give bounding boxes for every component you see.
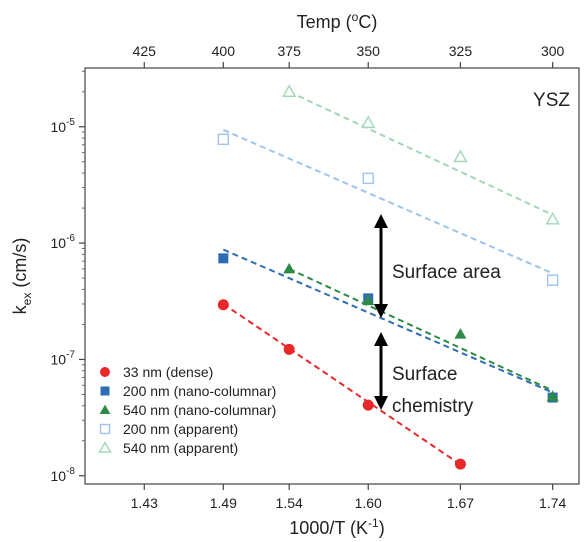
surface-chemistry-label-2: chemistry [392, 396, 474, 417]
data-point [454, 328, 467, 339]
y-tick-label: 10-5 [51, 117, 76, 135]
x-axis-title-main: 1000/T (K [289, 518, 368, 538]
fit-line [222, 303, 462, 466]
top-tick-label: 400 [212, 43, 236, 59]
data-point [362, 294, 375, 306]
legend-label: 200 nm (nano-columnar) [123, 383, 276, 399]
x-tick-label: 1.43 [131, 495, 158, 511]
fit-lines [222, 90, 554, 466]
svg-text:kex (cm/s): kex (cm/s) [10, 238, 34, 315]
x-tick-label: 1.74 [539, 495, 566, 511]
data-point [453, 149, 468, 163]
data-point [545, 211, 560, 225]
data-point [217, 133, 230, 146]
legend-marker [100, 386, 110, 396]
top-axis-title: Temp (oC) [297, 10, 378, 32]
y-tick-label: 10-6 [51, 233, 76, 251]
x-tick-label: 1.60 [355, 495, 382, 511]
x-axis-title: 1000/T (K-1) [289, 516, 384, 538]
y-tick-label: 10-8 [51, 466, 76, 484]
fit-line [222, 128, 554, 275]
legend-label: 33 nm (dense) [123, 364, 213, 380]
surface-chemistry-arrow [374, 332, 388, 410]
data-point [281, 84, 297, 97]
data-point [546, 390, 559, 402]
top-axis-title-end: C) [358, 12, 377, 32]
fit-line [222, 248, 554, 394]
data-point [454, 458, 466, 470]
top-tick-label: 300 [541, 43, 565, 59]
legend-marker [100, 367, 110, 377]
data-markers [217, 84, 560, 470]
x-tick-label: 1.67 [447, 495, 474, 511]
legend: 33 nm (dense) 200 nm (nano-columnar) 540 n… [98, 364, 276, 456]
y-axis-title: kex (cm/s) [10, 238, 34, 315]
data-point [361, 115, 376, 129]
top-tick-label: 350 [357, 43, 381, 59]
fit-line [288, 90, 554, 216]
data-point [362, 399, 374, 411]
x-tick-label: 1.49 [210, 495, 237, 511]
top-axis-title-main: Temp ( [297, 12, 352, 32]
data-point [218, 253, 229, 264]
y-axis-title-sub: ex [20, 293, 34, 306]
material-label: YSZ [533, 90, 570, 111]
surface-area-label: Surface area [392, 262, 501, 283]
legend-marker [99, 423, 111, 435]
y-axis-title-end: (cm/s) [10, 238, 30, 293]
data-point [217, 299, 229, 311]
data-point [283, 343, 295, 355]
x-axis-title-sup: -1 [368, 516, 379, 530]
left-axis: 10-8 10-7 10-6 10-5 [51, 70, 85, 484]
top-tick-label: 325 [449, 43, 473, 59]
top-axis-title-sup: o [352, 10, 359, 24]
y-tick-label: 10-7 [51, 349, 76, 367]
svg-text:1000/T (K-1): 1000/T (K-1) [289, 516, 384, 538]
legend-marker [99, 404, 111, 415]
data-point [283, 262, 296, 274]
legend-label: 540 nm (nano-columnar) [123, 402, 276, 418]
svg-text:Temp (oC): Temp (oC) [297, 10, 378, 32]
surface-chemistry-label-1: Surface [392, 364, 457, 385]
x-axis-title-end: ) [379, 518, 385, 538]
fit-line [288, 268, 554, 392]
legend-label: 200 nm (apparent) [123, 421, 238, 437]
x-tick-label: 1.54 [276, 495, 303, 511]
data-point [362, 172, 374, 185]
top-axis: 425 400 375 350 325 300 [133, 43, 565, 68]
legend-label: 540 nm (apparent) [123, 440, 238, 456]
data-point [546, 274, 559, 286]
legend-marker [98, 441, 112, 453]
top-tick-label: 425 [133, 43, 157, 59]
surface-area-arrow [374, 214, 388, 318]
bottom-axis: 1.43 1.49 1.54 1.60 1.67 1.74 [131, 484, 566, 511]
plot-frame [84, 67, 580, 485]
top-tick-label: 375 [278, 43, 302, 59]
y-axis-title-main: k [10, 304, 30, 314]
